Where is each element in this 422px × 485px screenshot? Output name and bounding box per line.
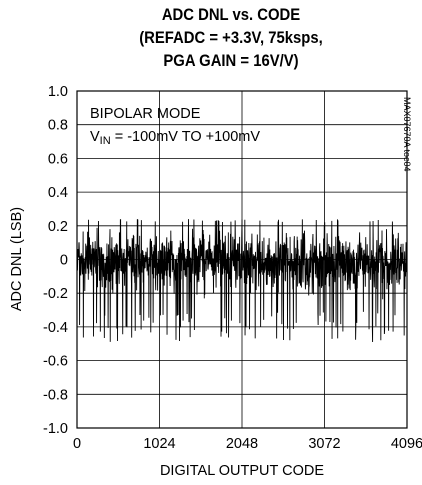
x-tick-labels: 0 1024 2048 3072 4096 (73, 436, 422, 452)
chart-title-line-3: PGA GAIN = 16V/V) (163, 52, 299, 70)
x-tick-label: 4096 (391, 436, 422, 452)
dnl-line (76, 219, 408, 343)
y-tick-label: 1.0 (48, 84, 68, 100)
y-tick-labels: 1.0 0.8 0.6 0.4 0.2 0 -0.2 -0.4 -0.6 -0.8 -1.0 (43, 84, 68, 437)
y-tick-label: 0.6 (48, 151, 68, 167)
y-tick-label: 0.4 (48, 185, 68, 201)
annotation-mode: BIPOLAR MODE (90, 106, 201, 122)
x-tick-label: 3072 (308, 436, 340, 452)
x-tick-label: 0 (73, 436, 81, 452)
x-tick-label: 1024 (143, 436, 175, 452)
plot-frame (76, 90, 408, 429)
annotation-vin-prefix: V (90, 129, 100, 145)
annotation-vin: VIN = -100mV TO +100mV (90, 129, 260, 147)
y-tick-label: 0 (60, 253, 68, 269)
annotation-vin-sub: IN (100, 135, 111, 147)
chart-title: ADC DNL vs. CODE (REFADC = +3.3V, 75ksps… (40, 4, 422, 73)
x-tick-label: 2048 (226, 436, 258, 452)
chart-title-line-1: ADC DNL vs. CODE (161, 6, 301, 24)
x-axis-title: DIGITAL OUTPUT CODE (160, 463, 324, 479)
dnl-series (76, 219, 408, 343)
y-axis-title: ADC DNL (LSB) (9, 207, 25, 311)
y-tick-label: -1.0 (43, 421, 68, 437)
annotation-vin-suffix: = -100mV TO +100mV (111, 129, 261, 145)
y-tick-label: -0.8 (43, 387, 68, 403)
figure-code: MAX07670A toc04 (402, 97, 412, 172)
y-tick-label: -0.6 (43, 354, 68, 370)
y-tick-label: -0.4 (43, 320, 68, 336)
chart-title-line-2: (REFADC = +3.3V, 75ksps, (139, 29, 323, 47)
y-tick-label: 0.2 (48, 219, 68, 235)
y-tick-label: 0.8 (48, 118, 68, 134)
y-tick-label: -0.2 (43, 286, 68, 302)
